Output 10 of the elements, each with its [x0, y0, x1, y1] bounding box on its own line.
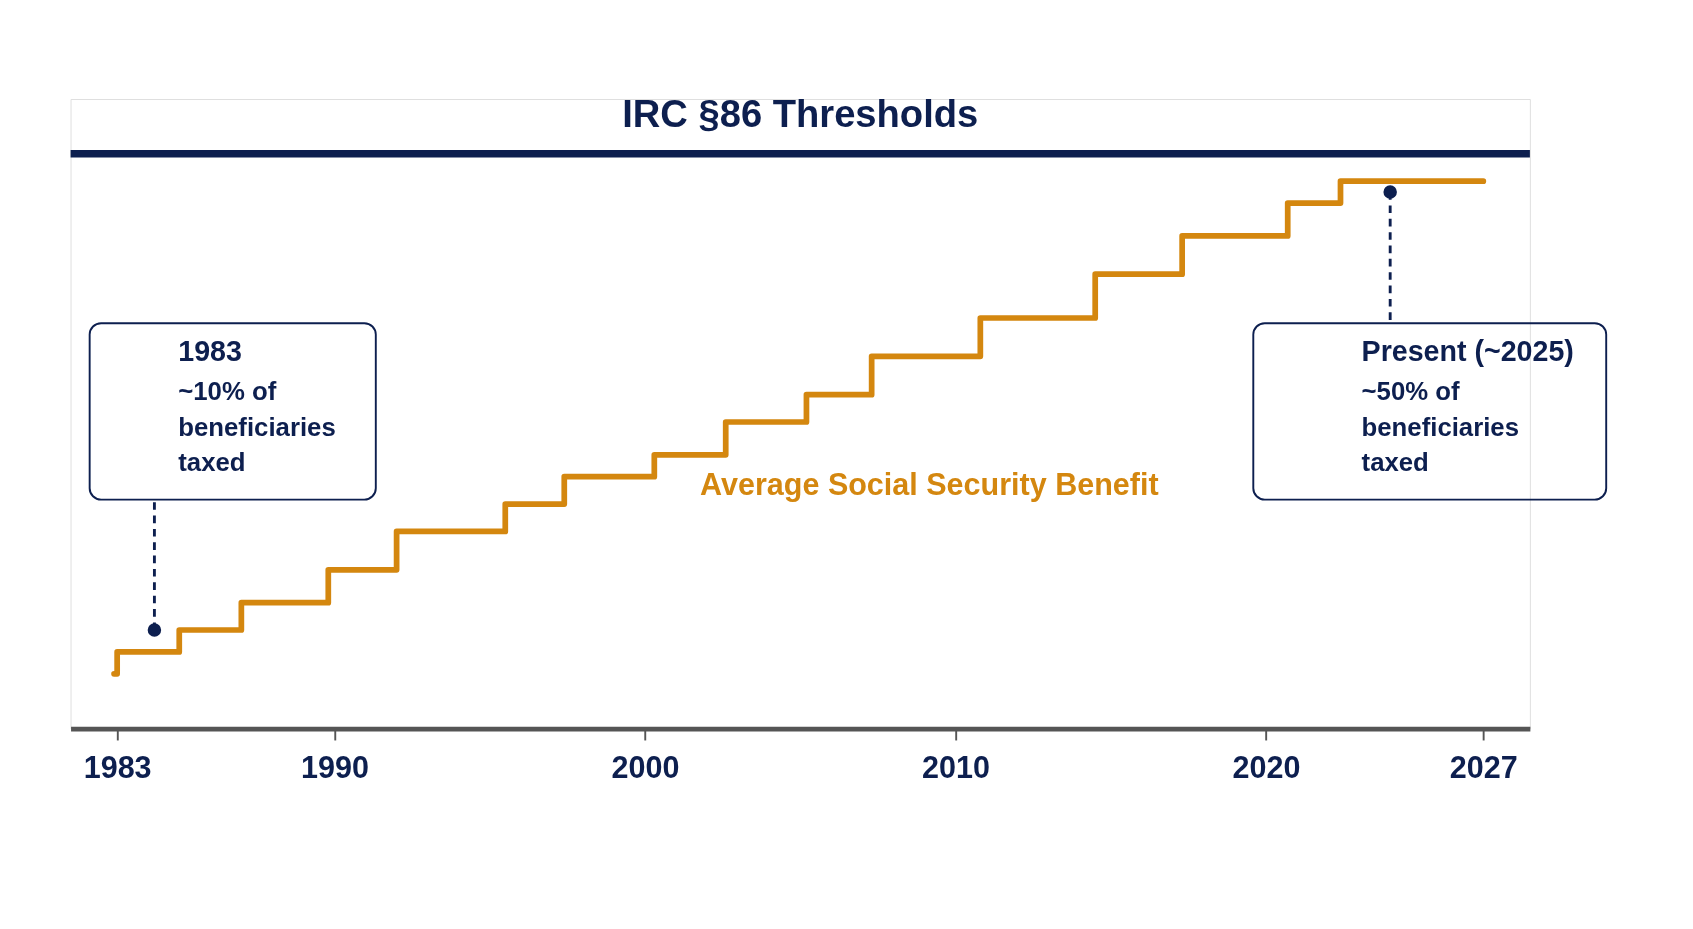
x-tick-label: 2010 [922, 749, 990, 784]
x-tick-label: 2000 [611, 749, 680, 784]
x-tick-label: 2027 [1449, 749, 1518, 784]
ref-line-label: IRC §86 Thresholds [622, 92, 979, 136]
annotation: 1983 ~10% of beneficiaries taxed [178, 335, 336, 477]
x-tick-label: 1990 [301, 749, 369, 784]
series-label: Average Social Security Benefit [700, 466, 1159, 502]
x-tick-label: 2020 [1232, 749, 1301, 784]
annotation: Present (~2025) ~50% of beneficiaries taxed [1361, 335, 1574, 477]
x-tick-label: 1983 [83, 749, 152, 784]
